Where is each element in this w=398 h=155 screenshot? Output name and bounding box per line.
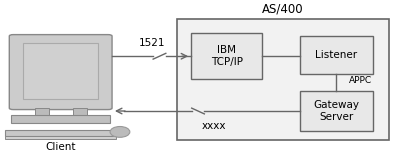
FancyBboxPatch shape: [5, 136, 116, 139]
Text: AS/400: AS/400: [262, 3, 304, 16]
FancyBboxPatch shape: [300, 36, 373, 73]
FancyBboxPatch shape: [73, 108, 86, 115]
FancyBboxPatch shape: [35, 108, 49, 115]
Text: 1521: 1521: [139, 38, 165, 48]
FancyBboxPatch shape: [23, 42, 98, 99]
FancyBboxPatch shape: [177, 19, 389, 140]
FancyBboxPatch shape: [11, 115, 110, 123]
FancyBboxPatch shape: [9, 35, 112, 110]
Ellipse shape: [110, 126, 130, 137]
Text: Listener: Listener: [315, 50, 357, 60]
Text: APPC: APPC: [349, 76, 372, 85]
Text: IBM
TCP/IP: IBM TCP/IP: [211, 45, 243, 67]
FancyBboxPatch shape: [191, 33, 262, 79]
FancyBboxPatch shape: [300, 91, 373, 131]
Text: xxxx: xxxx: [201, 121, 226, 131]
Text: Client: Client: [45, 142, 76, 152]
Text: Gateway
Server: Gateway Server: [313, 100, 359, 122]
FancyBboxPatch shape: [5, 131, 116, 136]
